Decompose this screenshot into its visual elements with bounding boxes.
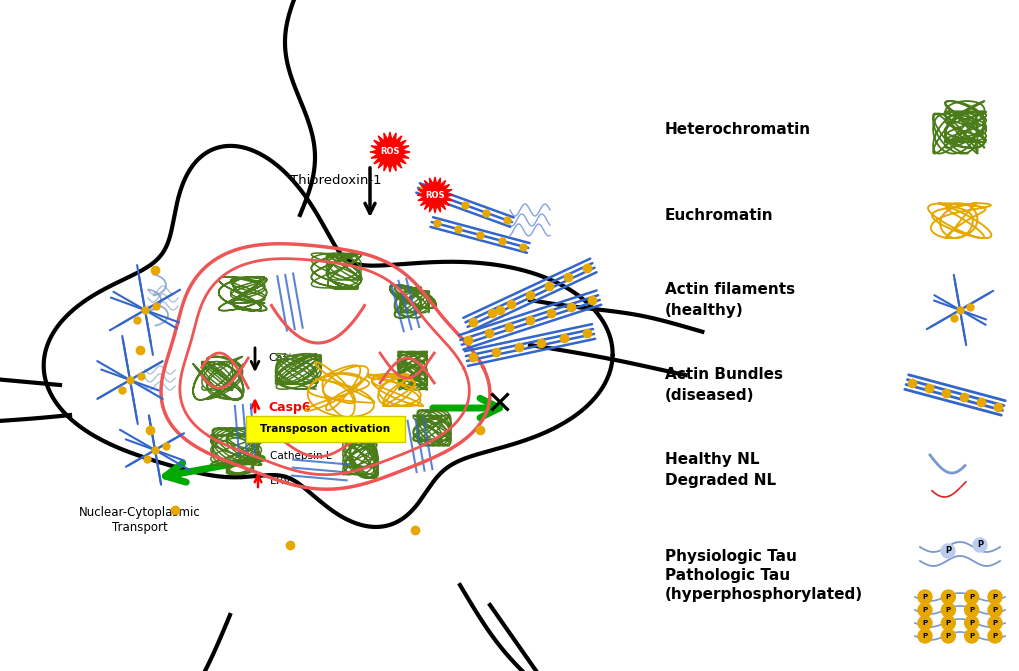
Text: P: P xyxy=(945,594,950,600)
Circle shape xyxy=(917,629,931,643)
Text: ✕: ✕ xyxy=(485,389,514,421)
Circle shape xyxy=(917,590,931,604)
Text: P: P xyxy=(991,620,997,626)
Text: P: P xyxy=(976,541,982,550)
Circle shape xyxy=(972,538,986,552)
Circle shape xyxy=(964,616,977,630)
Text: Heterochromatin: Heterochromatin xyxy=(664,123,810,138)
Text: P: P xyxy=(921,594,926,600)
Circle shape xyxy=(964,629,977,643)
Text: Healthy NL
Degraded NL: Healthy NL Degraded NL xyxy=(664,452,775,488)
Circle shape xyxy=(917,616,931,630)
Text: P: P xyxy=(968,620,973,626)
Text: Actin filaments
(healthy): Actin filaments (healthy) xyxy=(664,282,795,318)
Text: P: P xyxy=(945,620,950,626)
Text: Ca²⁺: Ca²⁺ xyxy=(268,353,292,363)
Text: P: P xyxy=(968,607,973,613)
Text: Pathologic Tau
(hyperphosphorylated): Pathologic Tau (hyperphosphorylated) xyxy=(664,568,862,603)
Text: P: P xyxy=(991,607,997,613)
Text: P: P xyxy=(991,633,997,639)
Circle shape xyxy=(941,603,955,617)
Text: ERV: ERV xyxy=(270,476,291,486)
Text: Casp6: Casp6 xyxy=(268,401,310,413)
Text: P: P xyxy=(944,546,950,556)
Circle shape xyxy=(917,603,931,617)
Text: ROS: ROS xyxy=(425,191,444,199)
Text: P: P xyxy=(945,633,950,639)
Text: Cathepsin L: Cathepsin L xyxy=(270,451,331,461)
Text: Actin Bundles
(diseased): Actin Bundles (diseased) xyxy=(664,367,783,403)
Circle shape xyxy=(987,603,1001,617)
Circle shape xyxy=(987,629,1001,643)
Text: P: P xyxy=(921,607,926,613)
Polygon shape xyxy=(417,177,452,213)
Text: P: P xyxy=(921,620,926,626)
Circle shape xyxy=(987,590,1001,604)
Text: Physiologic Tau: Physiologic Tau xyxy=(664,550,796,564)
Text: P: P xyxy=(991,594,997,600)
Text: P: P xyxy=(921,633,926,639)
Circle shape xyxy=(964,603,977,617)
Circle shape xyxy=(941,629,955,643)
Text: Euchromatin: Euchromatin xyxy=(664,207,772,223)
Circle shape xyxy=(941,544,954,558)
Text: P: P xyxy=(968,633,973,639)
Text: Nuclear-Cytoplasmic
Transport: Nuclear-Cytoplasmic Transport xyxy=(79,506,201,534)
Text: ROS: ROS xyxy=(380,148,399,156)
Circle shape xyxy=(987,616,1001,630)
Circle shape xyxy=(941,590,955,604)
Circle shape xyxy=(941,616,955,630)
FancyBboxPatch shape xyxy=(246,416,405,442)
Circle shape xyxy=(964,590,977,604)
Text: Thioredoxin-1: Thioredoxin-1 xyxy=(289,174,381,187)
Polygon shape xyxy=(370,132,410,172)
Text: Transposon activation: Transposon activation xyxy=(260,424,389,434)
Text: P: P xyxy=(945,607,950,613)
Text: P: P xyxy=(968,594,973,600)
